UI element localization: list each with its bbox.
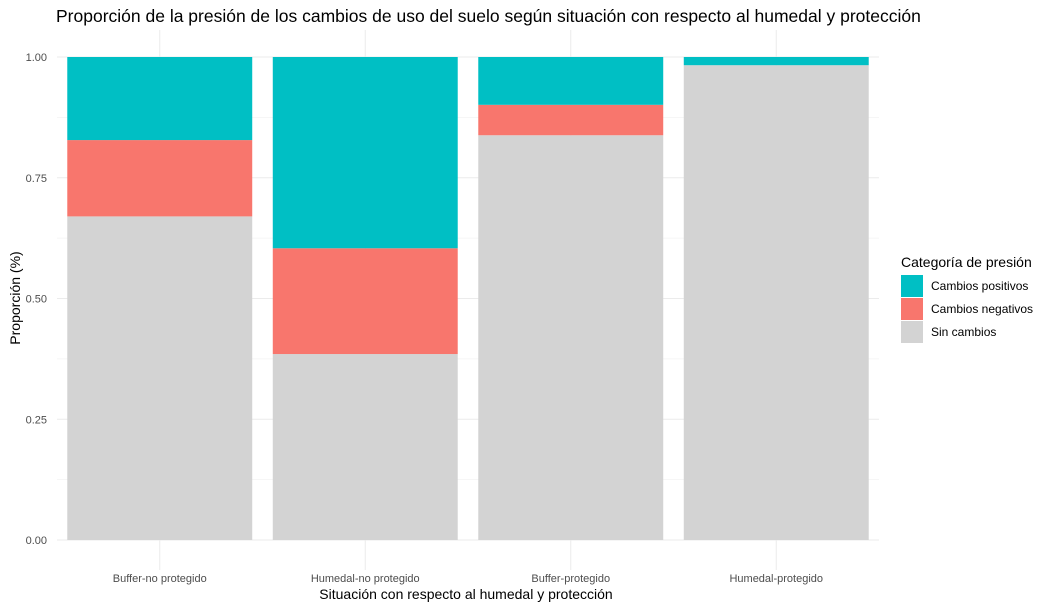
bar-4-series-1 (683, 65, 869, 540)
bar-3-series-3 (478, 57, 664, 105)
bar-3-series-1 (478, 135, 664, 540)
y-tick-label: 0.50 (26, 294, 47, 306)
legend-title: Categoría de presión (901, 254, 1032, 270)
bar-1-series-3 (67, 57, 253, 141)
legend-swatch (901, 321, 923, 343)
bar-1-series-1 (67, 216, 253, 540)
y-tick-labels: 0.00 0.25 0.50 0.75 1.00 (26, 52, 47, 547)
y-axis-title: Proporción (%) (7, 251, 23, 344)
legend-label: Sin cambios (931, 325, 996, 339)
y-tick-label: 0.75 (26, 173, 47, 185)
bars (67, 57, 869, 540)
legend-swatch (901, 298, 923, 320)
legend-label: Cambios negativos (931, 302, 1033, 316)
bar-2-series-1 (272, 354, 458, 540)
bar-1-series-2 (67, 140, 253, 217)
x-tick-label: Humedal-no protegido (311, 573, 420, 585)
chart-title: Proporción de la presión de los cambios … (56, 6, 921, 26)
legend-swatch (901, 275, 923, 297)
x-tick-labels: Buffer-no protegido Humedal-no protegido B… (113, 573, 823, 585)
bar-2-series-2 (272, 248, 458, 355)
y-tick-label: 1.00 (26, 52, 47, 64)
x-axis-title: Situación con respecto al humedal y prot… (319, 586, 612, 602)
x-tick-label: Humedal-protegido (729, 573, 823, 585)
y-tick-label: 0.00 (26, 535, 47, 547)
legend-label: Cambios positivos (931, 279, 1028, 293)
x-tick-label: Buffer-protegido (531, 573, 610, 585)
bar-3-series-2 (478, 104, 664, 136)
legend: Categoría de presión Cambios positivos Ca… (901, 254, 1033, 343)
bar-4-series-3 (683, 57, 869, 66)
bar-2-series-3 (272, 57, 458, 249)
x-tick-label: Buffer-no protegido (113, 573, 207, 585)
y-tick-label: 0.25 (26, 414, 47, 426)
